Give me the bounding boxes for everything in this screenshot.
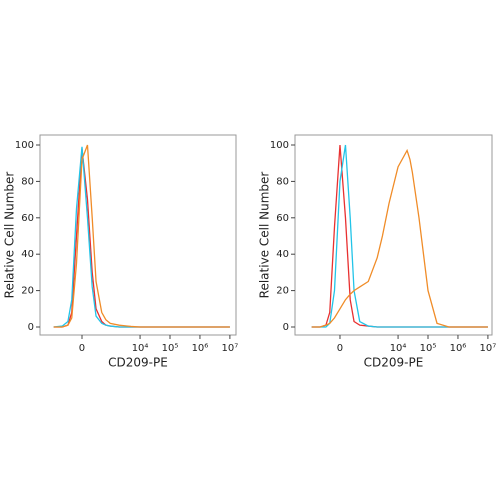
histogram-line: [53, 146, 230, 328]
x-tick-label: 0: [79, 343, 85, 354]
plot-frame: [294, 134, 493, 336]
y-tick-label: 40: [21, 249, 34, 260]
x-tick-label: 10⁷: [480, 343, 497, 354]
histogram-line: [53, 148, 230, 328]
x-tick-label: 10⁴: [132, 343, 149, 354]
x-tick-label: 0: [337, 343, 343, 354]
y-tick-label: 80: [276, 176, 289, 187]
y-tick-label: 0: [28, 322, 34, 333]
x-tick-label: 10⁵: [162, 343, 179, 354]
plot-frame: [39, 134, 237, 336]
y-tick-label: 100: [15, 140, 34, 151]
y-tick-label: 60: [21, 213, 34, 224]
y-tick-label: 20: [276, 286, 289, 297]
histogram-line: [311, 144, 488, 328]
x-tick-label: 10⁶: [192, 343, 209, 354]
x-axis-label: CD209-PE: [108, 356, 168, 370]
x-tick-label: 10⁵: [420, 343, 437, 354]
y-tick-label: 80: [21, 176, 34, 187]
y-tick-label: 40: [276, 249, 289, 260]
y-tick-label: 60: [276, 213, 289, 224]
histogram-line: [53, 144, 230, 328]
y-axis-label: Relative Cell Number: [3, 172, 17, 299]
histogram-line: [311, 148, 488, 328]
x-tick-label: 10⁶: [450, 343, 467, 354]
y-axis-label: Relative Cell Number: [258, 172, 272, 299]
y-tick-label: 100: [270, 140, 289, 151]
x-tick-label: 10⁴: [390, 343, 407, 354]
histogram-line: [311, 144, 488, 328]
x-axis-label: CD209-PE: [364, 356, 424, 370]
x-tick-label: 10⁷: [222, 343, 239, 354]
y-tick-label: 0: [283, 322, 289, 333]
y-tick-label: 20: [21, 286, 34, 297]
